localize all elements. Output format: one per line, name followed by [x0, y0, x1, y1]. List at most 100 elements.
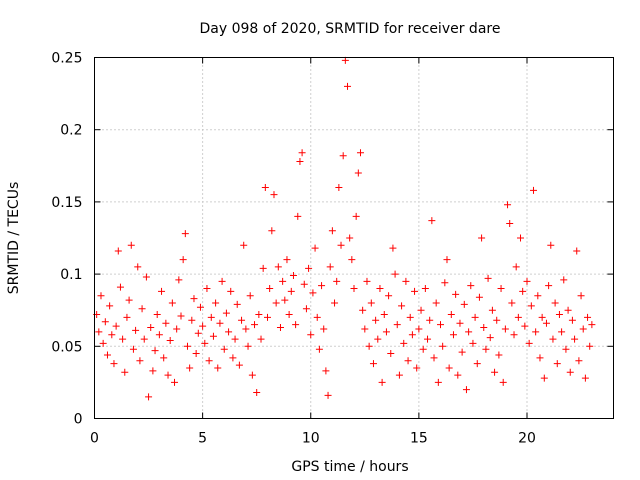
data-point: [339, 152, 347, 160]
data-point: [147, 324, 155, 332]
data-point: [173, 325, 181, 333]
data-point: [517, 234, 525, 242]
data-point: [456, 319, 464, 327]
data-point: [527, 302, 535, 310]
data-point: [287, 287, 295, 295]
data-point: [445, 364, 453, 372]
data-point: [328, 227, 336, 235]
data-point: [534, 292, 542, 300]
data-point: [246, 292, 254, 300]
data-point: [356, 149, 364, 157]
data-point: [408, 331, 416, 339]
data-point: [171, 378, 179, 386]
data-point: [465, 328, 473, 336]
data-point: [177, 312, 185, 320]
data-point: [413, 364, 421, 372]
data-point: [160, 354, 168, 362]
data-point: [333, 277, 341, 285]
data-point: [190, 295, 198, 303]
data-point: [486, 334, 494, 342]
data-point: [532, 328, 540, 336]
data-point: [575, 357, 583, 365]
data-point: [586, 342, 594, 350]
data-point: [307, 331, 315, 339]
data-point: [439, 342, 447, 350]
data-point: [536, 354, 544, 362]
data-point: [127, 241, 135, 249]
data-point: [419, 345, 427, 353]
data-point: [352, 212, 360, 220]
data-point: [432, 299, 440, 307]
data-point: [514, 313, 522, 321]
data-point: [493, 316, 501, 324]
data-point: [551, 299, 559, 307]
data-point: [212, 299, 220, 307]
data-point: [119, 335, 127, 343]
data-point: [350, 285, 358, 293]
data-point: [283, 256, 291, 264]
data-point: [145, 393, 153, 401]
data-point: [447, 311, 455, 319]
data-points: [93, 56, 596, 401]
data-point: [123, 313, 131, 321]
data-point: [437, 321, 444, 329]
x-tick-label: 20: [518, 431, 536, 447]
data-point: [488, 306, 496, 314]
data-point: [229, 354, 237, 362]
data-point: [227, 287, 235, 295]
data-point: [443, 256, 451, 264]
data-point: [391, 270, 399, 278]
data-point: [547, 241, 555, 249]
data-point: [566, 368, 574, 376]
data-point: [231, 335, 239, 343]
data-point: [549, 335, 557, 343]
data-point: [162, 319, 170, 327]
data-point: [108, 331, 116, 339]
data-point: [501, 325, 509, 333]
data-point: [324, 391, 332, 399]
data-point: [452, 290, 460, 298]
data-point: [233, 300, 241, 308]
data-point: [199, 322, 207, 330]
data-point: [441, 279, 449, 287]
data-point: [272, 299, 280, 307]
data-point: [389, 244, 397, 252]
data-point: [460, 300, 468, 308]
data-point: [255, 311, 263, 319]
x-tick-label: 15: [410, 431, 428, 447]
data-point: [97, 292, 105, 300]
data-point: [240, 241, 248, 249]
data-point: [341, 56, 349, 64]
tick-labels: 0 0.05 0.1 0.15 0.2 0.25 0 5 10 15 20: [51, 51, 536, 447]
data-point: [110, 360, 118, 368]
data-point: [484, 274, 492, 282]
data-point: [573, 247, 581, 255]
data-point: [136, 357, 144, 365]
axis-ticks: [94, 57, 614, 419]
data-point: [266, 285, 274, 293]
data-point: [395, 371, 403, 379]
data-point: [140, 335, 148, 343]
data-point: [238, 316, 246, 324]
x-axis-label: GPS time / hours: [291, 459, 408, 475]
data-point: [114, 247, 122, 255]
data-point: [331, 299, 339, 307]
data-point: [367, 299, 375, 307]
data-point: [153, 311, 161, 319]
data-point: [523, 277, 531, 285]
data-point: [95, 328, 103, 336]
data-point: [380, 311, 388, 319]
data-point: [491, 368, 499, 376]
data-point: [298, 149, 306, 157]
data-point: [519, 287, 527, 295]
data-point: [449, 331, 457, 339]
data-point: [292, 321, 300, 329]
y-tick-label: 0.15: [51, 195, 82, 211]
data-point: [387, 350, 395, 358]
data-point: [125, 296, 133, 304]
data-point: [209, 332, 217, 340]
data-point: [285, 311, 293, 319]
data-point: [196, 303, 204, 311]
data-point: [359, 306, 367, 314]
data-point: [462, 386, 470, 394]
